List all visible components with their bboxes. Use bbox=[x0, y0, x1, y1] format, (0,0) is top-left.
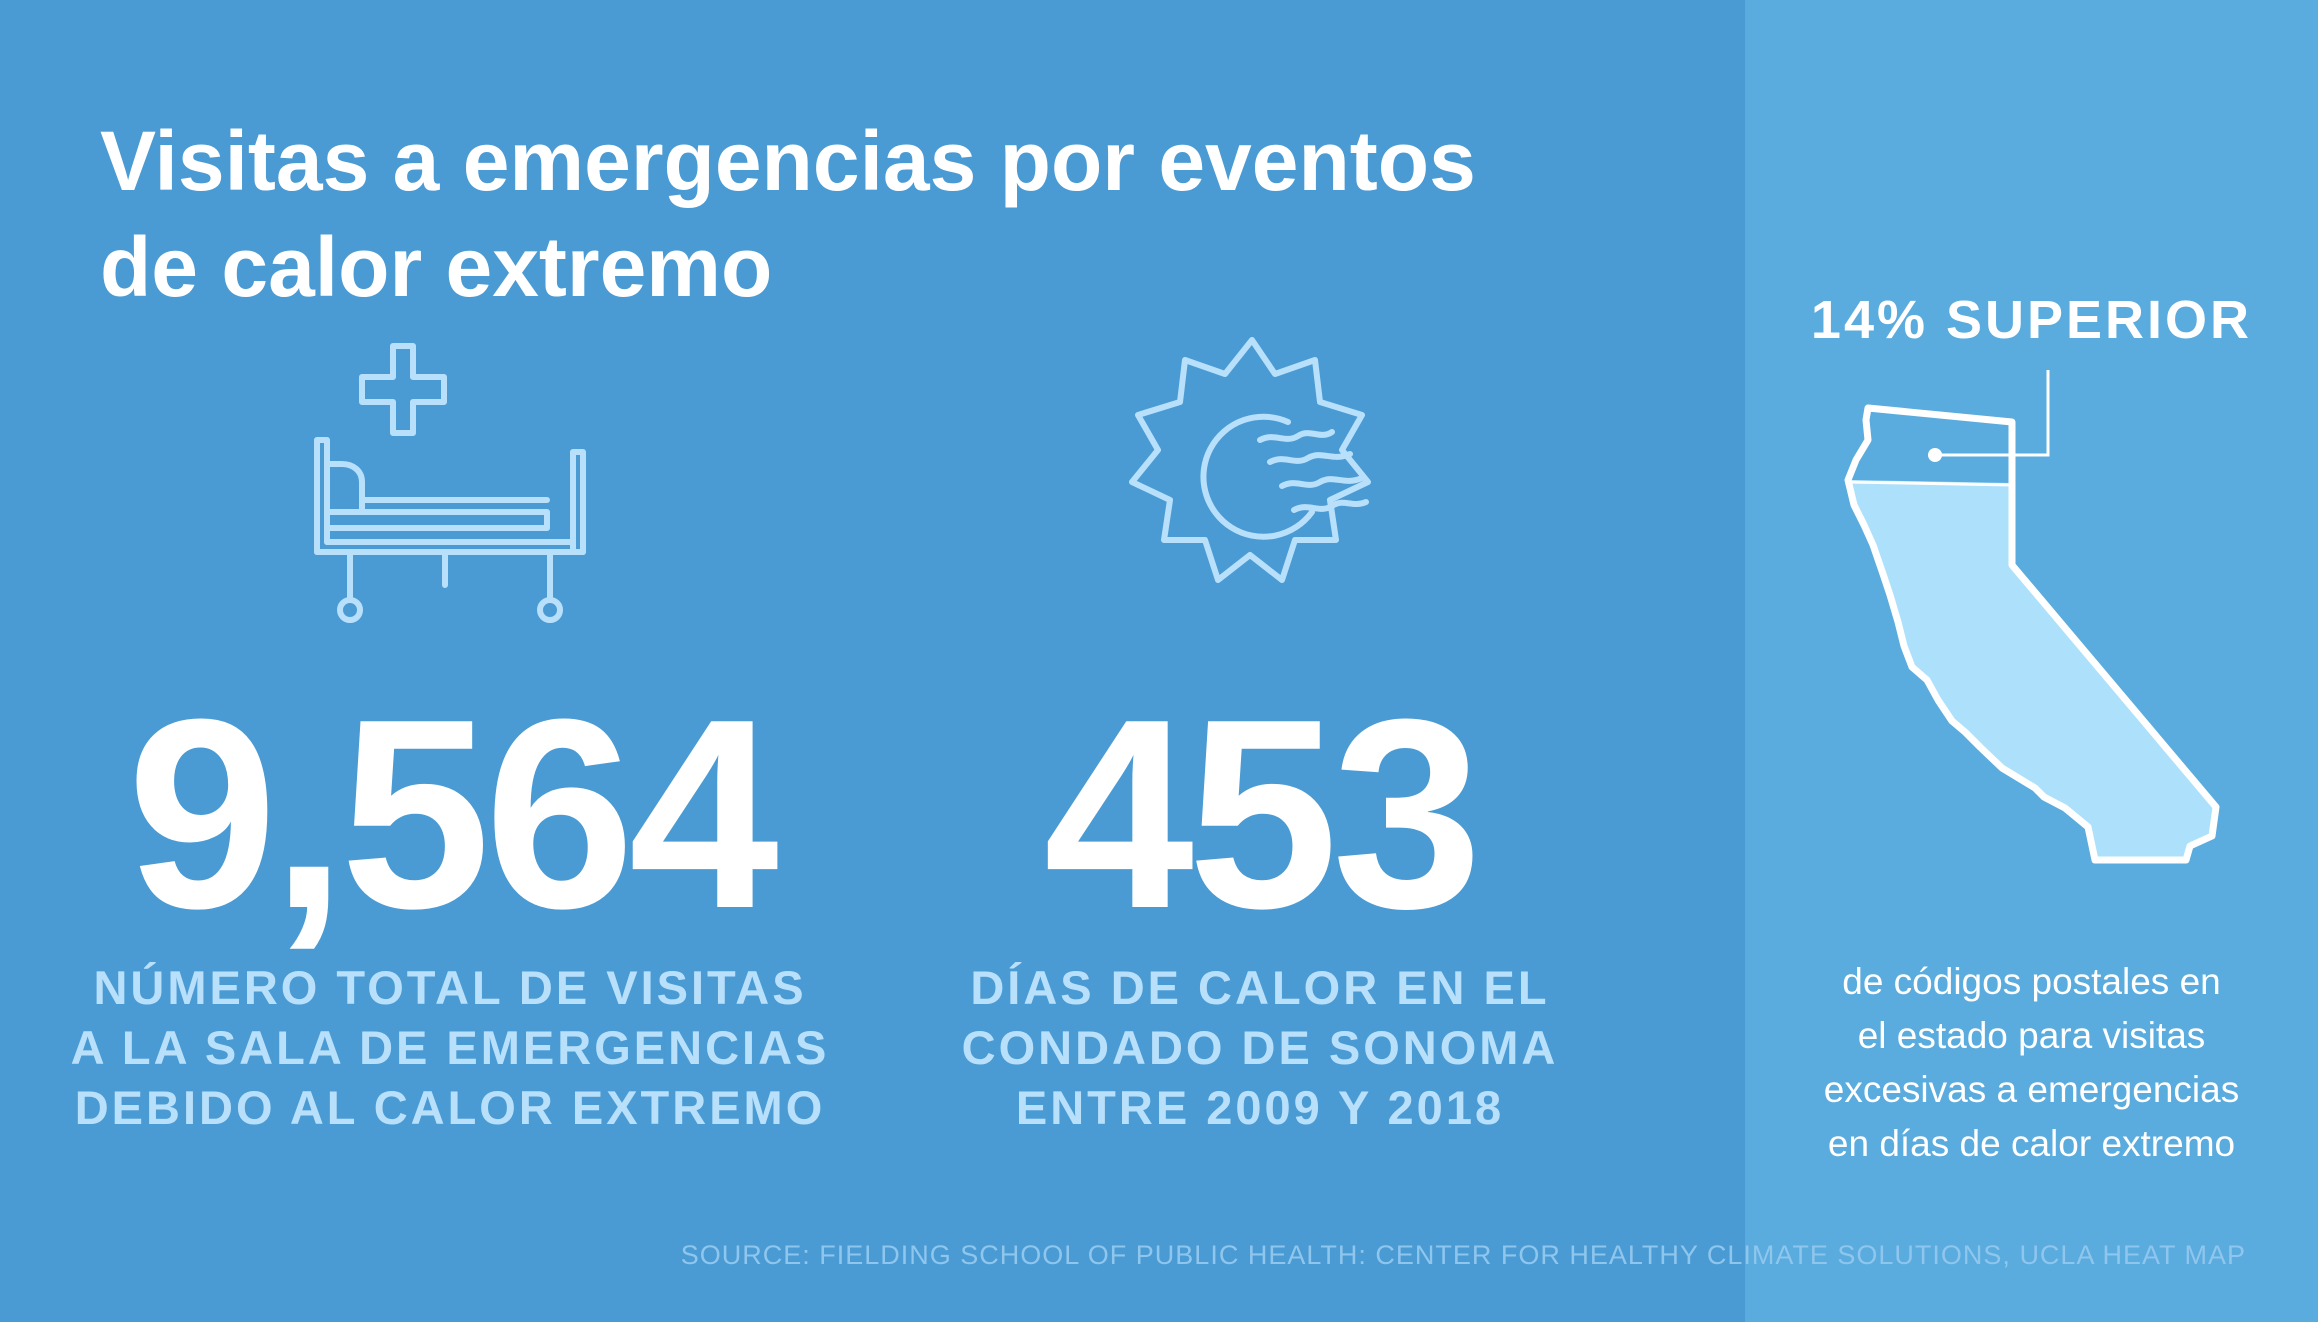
stat-heat-days-label-line: DÍAS DE CALOR EN EL bbox=[970, 961, 1550, 1014]
stat-heat-days-label-line: ENTRE 2009 Y 2018 bbox=[1015, 1081, 1505, 1134]
callout-caption-line: el estado para visitas bbox=[1857, 1015, 2206, 1056]
title-line-1: Visitas a emergencias por eventos bbox=[100, 114, 1476, 208]
stat-total-visits-label-line: NÚMERO TOTAL DE VISITAS bbox=[93, 961, 807, 1014]
callout-caption-line: en días de calor extremo bbox=[1827, 1123, 2236, 1164]
callout-caption: de códigos postales en el estado para vi… bbox=[1745, 955, 2318, 1171]
stat-total-visits-label: NÚMERO TOTAL DE VISITAS A LA SALA DE EME… bbox=[40, 958, 860, 1138]
stat-heat-days-label-line: CONDADO DE SONOMA bbox=[961, 1021, 1559, 1074]
stat-total-visits-value: 9,564 bbox=[127, 664, 779, 965]
hospital-bed-icon bbox=[314, 343, 586, 623]
stat-heat-days-value: 453 bbox=[1043, 664, 1482, 965]
stat-total-visits-label-line: A LA SALA DE EMERGENCIAS bbox=[70, 1021, 830, 1074]
source-credit: SOURCE: FIELDING SCHOOL OF PUBLIC HEALTH… bbox=[680, 1240, 2246, 1270]
hot-sun-icon bbox=[1129, 337, 1371, 583]
california-map-icon bbox=[1844, 370, 2220, 864]
callout-caption-line: de códigos postales en bbox=[1842, 961, 2221, 1002]
stat-heat-days-label: DÍAS DE CALOR EN EL CONDADO DE SONOMA EN… bbox=[880, 958, 1640, 1138]
callout-caption-line: excesivas a emergencias bbox=[1823, 1069, 2240, 1110]
title-line-2: de calor extremo bbox=[100, 220, 773, 314]
page-title: Visitas a emergencias por eventos de cal… bbox=[100, 108, 1600, 320]
stat-total-visits-label-line: DEBIDO AL CALOR EXTREMO bbox=[74, 1081, 826, 1134]
callout-headline: 14% SUPERIOR bbox=[1810, 290, 2253, 350]
